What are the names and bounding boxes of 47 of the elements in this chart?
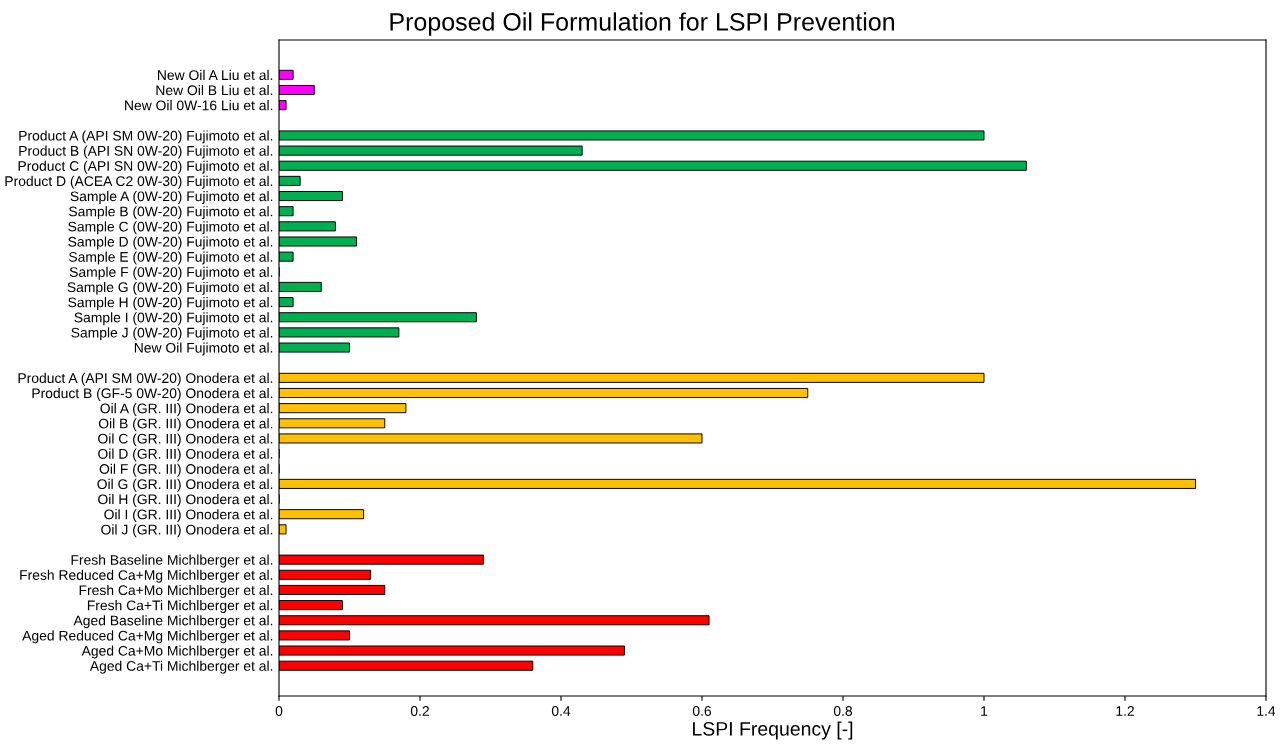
y-tick-label: Fresh Baseline Michlberger et al. [71, 554, 273, 568]
x-tick-label: 1.4 [1257, 706, 1276, 716]
y-tick-label: Fresh Ca+Mo Michlberger et al. [79, 584, 273, 598]
y-tick-label: Product A (API SM 0W-20) Fujimoto et al. [19, 130, 273, 144]
chart-title: Proposed Oil Formulation for LSPI Prevention [390, 12, 894, 36]
x-tick-label: 0.6 [692, 706, 712, 716]
y-tick-label: Product B (API SN 0W-20) Fujimoto et al. [19, 145, 273, 159]
y-tick-label: Fresh Ca+Ti Michlberger et al. [87, 600, 273, 614]
x-tick-label: 0.8 [833, 706, 853, 716]
y-tick-label: Product C (API SN 0W-20) Fujimoto et al. [18, 160, 273, 174]
x-tick-label: 1 [981, 706, 988, 716]
y-tick-label: Sample A (0W-20) Fujimoto et al. [70, 191, 273, 204]
y-tick-label: Sample C (0W-20) Fujimoto et al. [68, 221, 273, 235]
y-tick-label: Oil H (GR. III) Onodera et al. [98, 494, 273, 507]
y-tick-label: Oil A (GR. III) Onodera et al. [100, 403, 273, 417]
y-tick-label: Aged Baseline Michlberger et al. [73, 615, 273, 629]
y-tick-label: Sample G (0W-20) Fujimoto et al. [67, 281, 273, 295]
y-tick-label: Oil J (GR. III) Onodera et al. [101, 524, 273, 538]
y-tick-label: Aged Reduced Ca+Mg Michlberger et al. [22, 630, 273, 644]
x-axis-title: LSPI Frequency [-] [693, 721, 853, 740]
y-tick-label: New Oil Fujimoto et al. [134, 342, 273, 356]
y-tick-label: Sample B (0W-20) Fujimoto et al. [69, 206, 273, 220]
y-tick-label: Oil F (GR. III) Onodera et al. [99, 463, 273, 477]
x-tick-label: 1.2 [1116, 706, 1134, 716]
y-tick-label: New Oil 0W-16 Liu et al. [125, 100, 273, 111]
x-tick-label: 0 [275, 706, 283, 716]
y-tick-label: Aged Ca+Mo Michlberger et al. [81, 645, 273, 659]
y-tick-label: Oil G (GR. III) Onodera et al. [97, 478, 273, 492]
x-tick-label: 0.2 [410, 706, 429, 716]
y-tick-label: Product B (GF-5 0W-20) Onodera et al. [32, 387, 273, 401]
y-tick-label: Sample J (0W-20) Fujimoto et al. [71, 327, 273, 341]
y-tick-label: New Oil B Liu et al. [156, 84, 273, 96]
y-tick-label: Oil B (GR. III) Onodera et al. [98, 418, 273, 432]
y-tick-label: Sample I (0W-20) Fujimoto et al. [74, 312, 273, 326]
y-tick-label: Sample H (0W-20) Fujimoto et al. [68, 297, 273, 311]
y-tick-label: Oil D (GR. III) Onodera et al. [98, 448, 273, 462]
y-tick-label: Sample D (0W-20) Fujimoto et al. [68, 236, 273, 250]
y-tick-label: Product A (API SM 0W-20) Onodera et al. [18, 372, 273, 386]
y-tick-label: Sample F (0W-20) Fujimoto et al. [69, 266, 273, 280]
y-tick-label: Oil I (GR. III) Onodera et al. [104, 509, 273, 523]
x-tick-label: 0.4 [551, 706, 571, 716]
y-tick-label: Sample E (0W-20) Fujimoto et al. [69, 251, 273, 265]
y-tick-label: Oil C (GR. III) Onodera et al. [98, 433, 273, 447]
y-tick-label: New Oil A Liu et al. [158, 69, 273, 81]
y-tick-label: Aged Ca+Ti Michlberger et al. [89, 660, 273, 674]
y-tick-label: Fresh Reduced Ca+Mg Michlberger et al. [20, 569, 273, 583]
y-tick-label: Product D (ACEA C2 0W-30) Fujimoto et al. [5, 175, 273, 189]
